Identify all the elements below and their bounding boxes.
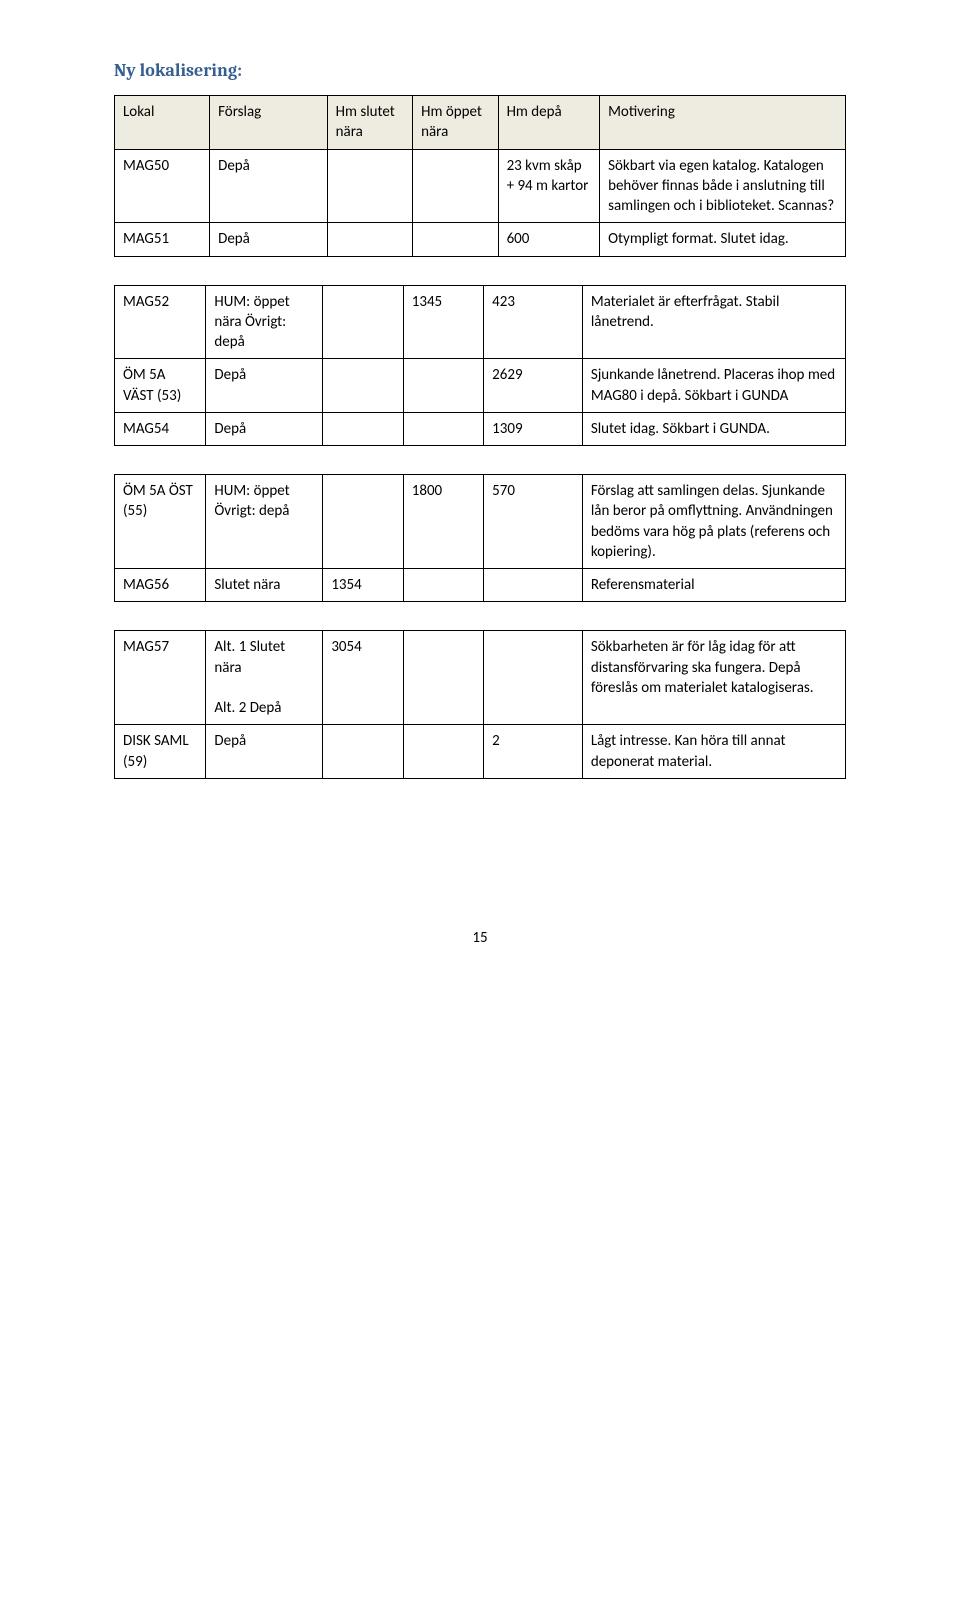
table-cell: 570 [484, 475, 583, 569]
table-cell: Depå [206, 359, 323, 413]
tables-container: LokalFörslagHm slutet näraHm öppet näraH… [114, 95, 846, 779]
table-cell [403, 631, 483, 725]
table-cell [323, 475, 403, 569]
table-cell [323, 285, 403, 359]
section-heading: Ny lokalisering: [114, 60, 846, 81]
table-row: MAG51Depå 600Otympligt format. Slutet ida… [115, 223, 846, 256]
column-header: Motivering [600, 96, 846, 150]
page-number: 15 [114, 929, 846, 947]
table-cell [323, 359, 403, 413]
table-cell: Depå [206, 725, 323, 779]
column-header: Hm öppet nära [413, 96, 498, 150]
data-table: MAG57Alt. 1 Slutet näraAlt. 2 Depå3054 Sö… [114, 630, 846, 779]
table-cell: Sökbart via egen katalog. Katalogen behö… [600, 149, 846, 223]
table-cell: Depå [210, 223, 328, 256]
table-row: MAG52HUM: öppet nära Övrigt: depå 1345423… [115, 285, 846, 359]
table-cell: 3054 [323, 631, 403, 725]
table-row: ÖM 5A VÄST (53)Depå 2629Sjunkande lånetre… [115, 359, 846, 413]
table-cell: 2629 [484, 359, 583, 413]
data-table: ÖM 5A ÖST (55)HUM: öppet Övrigt: depå 180… [114, 474, 846, 602]
table-cell [323, 725, 403, 779]
table-cell [327, 149, 412, 223]
table-cell [403, 359, 483, 413]
table-cell [403, 569, 483, 602]
table-cell: 2 [484, 725, 583, 779]
table-cell: Sökbarheten är för låg idag för att dist… [582, 631, 845, 725]
table-cell: MAG54 [115, 412, 206, 445]
column-header: Förslag [210, 96, 328, 150]
table-cell: MAG52 [115, 285, 206, 359]
table-cell: Referensmaterial [582, 569, 845, 602]
table-row: MAG57Alt. 1 Slutet näraAlt. 2 Depå3054 Sö… [115, 631, 846, 725]
table-cell: ÖM 5A ÖST (55) [115, 475, 206, 569]
column-header: Hm slutet nära [327, 96, 412, 150]
table-row: ÖM 5A ÖST (55)HUM: öppet Övrigt: depå 180… [115, 475, 846, 569]
table-cell: Förslag att samlingen delas. Sjunkande l… [582, 475, 845, 569]
table-cell [323, 412, 403, 445]
table-cell: Sjunkande lånetrend. Placeras ihop med M… [582, 359, 845, 413]
table-cell: ÖM 5A VÄST (53) [115, 359, 206, 413]
table-cell: MAG56 [115, 569, 206, 602]
table-cell [327, 223, 412, 256]
table-row: MAG56Slutet nära1354 Referensmaterial [115, 569, 846, 602]
table-cell: Alt. 1 Slutet näraAlt. 2 Depå [206, 631, 323, 725]
table-cell: 423 [484, 285, 583, 359]
column-header: Hm depå [498, 96, 600, 150]
table-cell [484, 569, 583, 602]
table-cell: 600 [498, 223, 600, 256]
table-row: MAG50Depå 23 kvm skåp + 94 m kartorSökbar… [115, 149, 846, 223]
table-cell: HUM: öppet Övrigt: depå [206, 475, 323, 569]
column-header: Lokal [115, 96, 210, 150]
table-cell: Otympligt format. Slutet idag. [600, 223, 846, 256]
table-cell: Depå [210, 149, 328, 223]
table-cell [413, 223, 498, 256]
data-table: LokalFörslagHm slutet näraHm öppet näraH… [114, 95, 846, 257]
table-cell: 1345 [403, 285, 483, 359]
table-cell: 1309 [484, 412, 583, 445]
table-cell: Slutet idag. Sökbart i GUNDA. [582, 412, 845, 445]
table-cell [403, 725, 483, 779]
table-cell: Slutet nära [206, 569, 323, 602]
table-cell: Depå [206, 412, 323, 445]
table-cell: 1354 [323, 569, 403, 602]
table-cell: 1800 [403, 475, 483, 569]
page: Ny lokalisering: LokalFörslagHm slutet n… [0, 0, 960, 987]
table-cell: HUM: öppet nära Övrigt: depå [206, 285, 323, 359]
table-header-row: LokalFörslagHm slutet näraHm öppet näraH… [115, 96, 846, 150]
table-cell [484, 631, 583, 725]
data-table: MAG52HUM: öppet nära Övrigt: depå 1345423… [114, 285, 846, 447]
table-cell: MAG57 [115, 631, 206, 725]
table-cell: DISK SAML (59) [115, 725, 206, 779]
table-cell [413, 149, 498, 223]
table-cell: 23 kvm skåp + 94 m kartor [498, 149, 600, 223]
table-row: MAG54Depå 1309Slutet idag. Sökbart i GUND… [115, 412, 846, 445]
table-cell: MAG51 [115, 223, 210, 256]
table-row: DISK SAML (59)Depå 2Lågt intresse. Kan hö… [115, 725, 846, 779]
table-cell: Lågt intresse. Kan höra till annat depon… [582, 725, 845, 779]
table-cell: Materialet är efterfrågat. Stabil lånetr… [582, 285, 845, 359]
table-cell [403, 412, 483, 445]
table-cell: MAG50 [115, 149, 210, 223]
